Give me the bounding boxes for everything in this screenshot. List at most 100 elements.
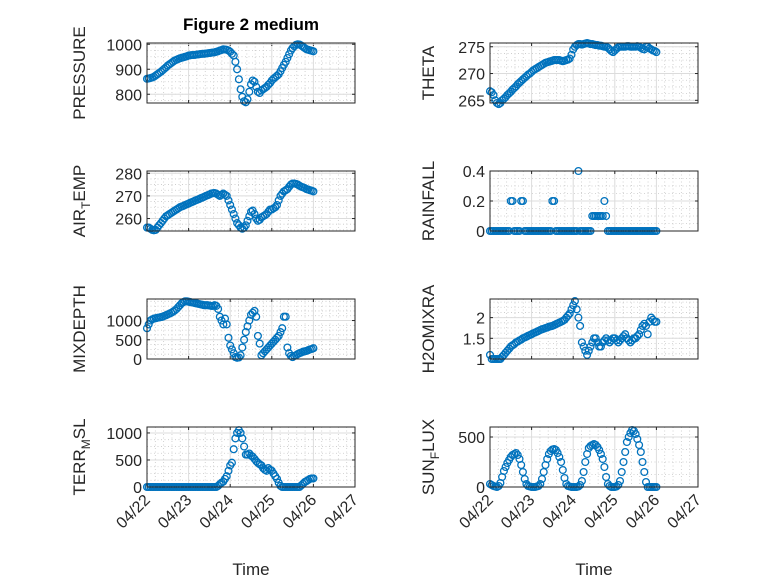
x-tick-label: 04/25 — [581, 492, 621, 532]
x-tick-label: 04/22 — [113, 492, 153, 532]
x-tick-label: 04/23 — [498, 492, 538, 532]
data-point — [520, 474, 529, 484]
data-point — [583, 350, 592, 359]
data-point — [586, 342, 595, 351]
y-label-subscript: F — [428, 452, 442, 459]
data-point — [220, 190, 230, 199]
subplot-theta: 265 270 275 THETA — [419, 38, 699, 110]
data-point — [621, 330, 630, 339]
data-point — [603, 336, 612, 345]
data-point — [231, 57, 240, 66]
y-tick-label: 1 — [476, 352, 485, 369]
y-tick-label: 500 — [115, 333, 142, 350]
x-tick-label: 04/22 — [456, 492, 496, 532]
y-axis-label: PRESSURE — [70, 26, 89, 120]
data-point — [234, 75, 243, 84]
data-point — [617, 467, 626, 477]
x-tick-label: 04/26 — [280, 492, 320, 532]
y-tick-label: 260 — [115, 212, 142, 229]
y-axis-label: MIXDEPTH — [70, 285, 89, 373]
y-axis-label: H2OMIXRA — [419, 284, 438, 373]
data-point — [624, 432, 633, 442]
data-point — [224, 333, 233, 342]
y-tick-label: 0.2 — [463, 194, 485, 211]
y-tick-label: 275 — [458, 40, 485, 57]
y-tick-label: 1000 — [106, 426, 142, 443]
data-point — [245, 87, 254, 96]
data-point — [255, 339, 264, 348]
data-point — [240, 335, 249, 344]
data-point — [543, 454, 552, 464]
data-point — [241, 221, 250, 230]
data-point — [229, 209, 238, 219]
data-point — [309, 187, 318, 196]
data-point — [600, 196, 609, 206]
data-point — [640, 319, 649, 328]
x-tick-label: 04/27 — [321, 492, 361, 532]
y-tick-label: 0 — [133, 480, 142, 497]
y-tick-label: 800 — [115, 87, 142, 104]
axes-box — [489, 298, 699, 360]
y-axis-label: RAINFALL — [419, 161, 438, 241]
x-tick-label: 04/24 — [540, 492, 580, 532]
data-point — [248, 76, 257, 85]
subplot-air-temp: 260 270 280 AIRTEMP — [70, 165, 356, 237]
data-point — [595, 445, 604, 455]
y-tick-label: 1.5 — [463, 331, 485, 348]
data-point — [252, 82, 261, 91]
data-point — [614, 480, 623, 490]
y-label-main: SUN — [419, 459, 438, 495]
y-tick-label: 270 — [458, 67, 485, 84]
data-point — [250, 209, 259, 219]
data-point — [598, 211, 607, 221]
data-point — [227, 205, 236, 214]
data-point — [572, 305, 581, 314]
data-point — [555, 452, 564, 462]
data-point — [579, 467, 588, 477]
axes-box — [489, 42, 699, 104]
x-tick-label: 04/27 — [664, 492, 704, 532]
data-point — [638, 321, 647, 330]
data-point — [636, 447, 645, 457]
data-point — [577, 476, 586, 486]
y-tick-label: 0 — [133, 352, 142, 369]
y-tick-label: 500 — [458, 430, 485, 447]
subplot-pressure: 800 900 1000 PRESSURE — [70, 26, 356, 120]
data-point — [236, 428, 245, 437]
data-point — [577, 338, 586, 347]
x-tick-label: 04/25 — [238, 492, 278, 532]
data-point — [222, 320, 231, 329]
y-tick-label: 280 — [115, 166, 142, 183]
data-point — [240, 442, 249, 451]
data-point — [643, 330, 652, 339]
axes-box — [146, 170, 356, 232]
data-point — [276, 328, 285, 337]
data-point — [245, 316, 254, 325]
data-point — [227, 345, 236, 354]
data-point — [253, 331, 262, 340]
y-tick-label: 1000 — [106, 37, 142, 54]
y-tick-label: 265 — [458, 93, 485, 110]
data-point — [226, 200, 235, 210]
data-point — [499, 466, 508, 476]
data-point — [226, 341, 235, 350]
y-label-rest: LUX — [419, 419, 438, 452]
figure-title: Figure 2 medium — [183, 15, 319, 34]
x-axis-label: Time — [575, 560, 612, 579]
axes-box — [489, 170, 699, 232]
data-point — [285, 50, 294, 59]
data-point — [636, 325, 645, 335]
y-tick-label: 0 — [476, 224, 485, 241]
data-point — [640, 467, 649, 477]
y-label-rest: SL — [70, 418, 89, 439]
subplot-rainfall: 0 0.2 0.4 RAINFALL — [419, 161, 699, 241]
y-tick-label: 1000 — [106, 314, 142, 331]
data-point — [309, 474, 318, 483]
data-point — [222, 472, 231, 481]
axes-box — [146, 426, 356, 488]
y-tick-label: 0 — [476, 480, 485, 497]
data-point — [563, 311, 573, 320]
data-point — [633, 332, 642, 341]
axes-box — [146, 42, 356, 104]
